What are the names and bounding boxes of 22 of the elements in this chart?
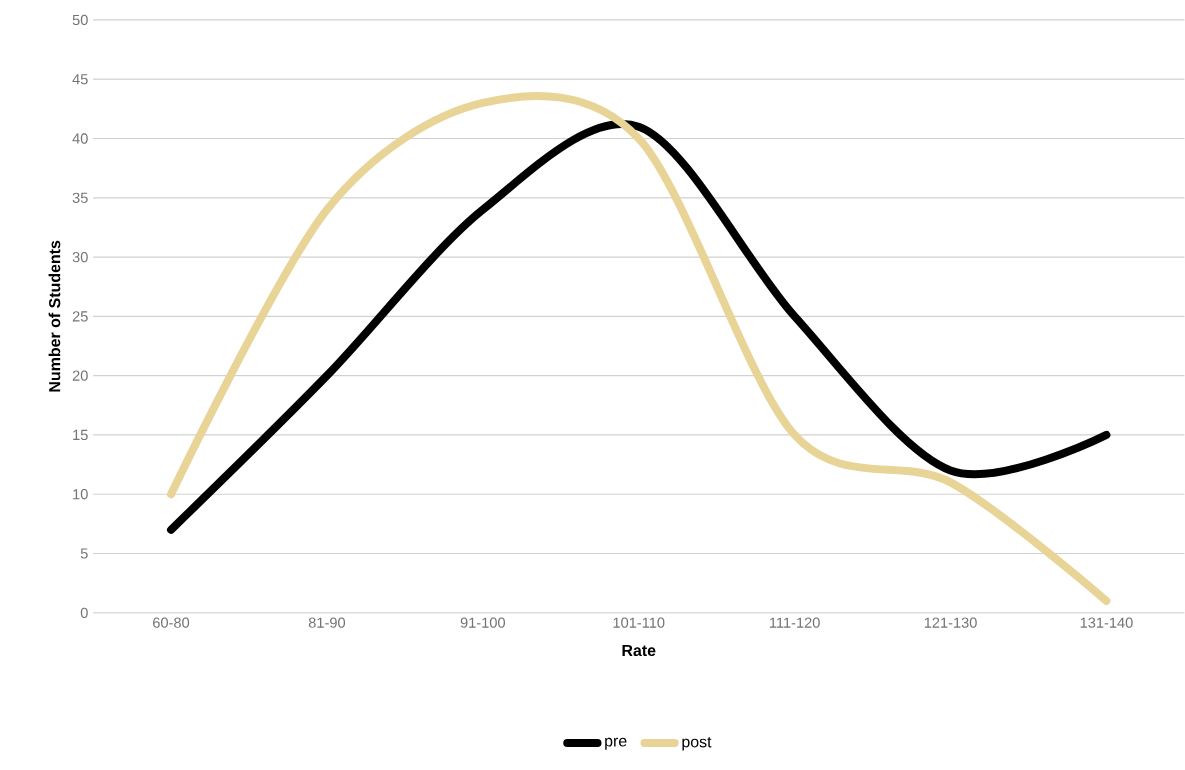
legend-label: post — [682, 737, 712, 751]
y-tick-label: 50 — [72, 14, 88, 26]
y-axis-title: Number of Students — [48, 240, 61, 392]
x-tick-label: 101-110 — [613, 617, 665, 629]
y-tick-label: 20 — [72, 370, 88, 382]
y-tick-label: 0 — [80, 607, 88, 619]
y-tick-label: 45 — [72, 74, 88, 85]
y-tick-label: 40 — [72, 133, 88, 144]
y-tick-label: 15 — [73, 430, 88, 441]
y-tick-label: 35 — [72, 192, 88, 204]
x-tick-label: 131-140 — [1080, 617, 1133, 629]
y-tick-label: 25 — [72, 311, 88, 322]
x-tick-label: 121-130 — [924, 617, 977, 629]
x-axis-title: Rate — [622, 645, 656, 657]
x-tick-label: 91-100 — [460, 617, 505, 629]
x-tick-label: 111-120 — [770, 617, 820, 629]
x-tick-label: 60-80 — [153, 617, 190, 629]
x-tick-label: 81-90 — [308, 617, 346, 629]
legend-label: pre — [605, 737, 627, 750]
y-tick-label: 5 — [80, 548, 88, 559]
y-tick-label: 10 — [73, 489, 88, 500]
y-tick-label: 30 — [72, 252, 88, 263]
